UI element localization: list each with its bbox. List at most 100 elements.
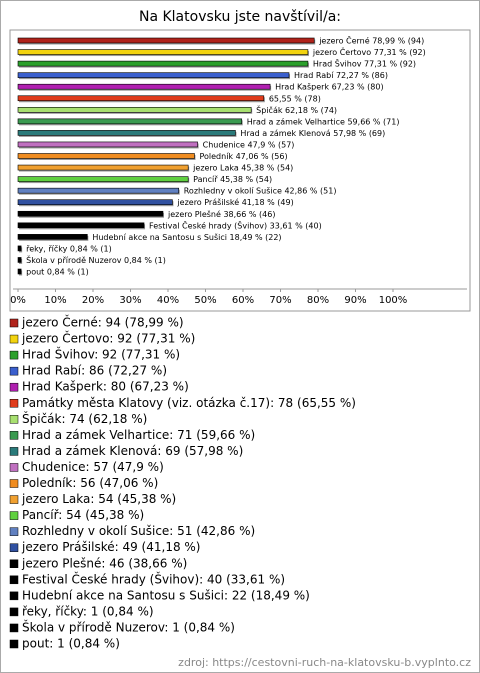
bar (17, 234, 88, 240)
plot-frame (9, 29, 471, 312)
bar-label: jezero Černé 78,99 % (94) (318, 35, 424, 46)
bar (17, 37, 315, 44)
x-tick-label: 100% (379, 295, 408, 306)
legend-label: Hrad Rabí: 86 (72,27 %) (22, 364, 167, 378)
source: zdroj: https://cestovni-ruch-na-klatovsk… (178, 656, 471, 669)
bar-label: jezero Plešné 38,66 % (46) (167, 209, 276, 219)
bar (17, 118, 243, 125)
bar (17, 49, 309, 55)
bar (17, 130, 236, 136)
legend-label: Škola v přírodě Nuzerov: 1 (0,84 %) (22, 619, 235, 634)
chart-title: Na Klatovsku jste navštívil/a: (139, 9, 341, 25)
bar (17, 199, 173, 205)
legend-label: jezero Plešné: 46 (38,66 %) (21, 556, 187, 570)
legend-swatch (9, 511, 19, 520)
bar-label: Chudenice 47,9 % (57) (203, 140, 295, 149)
legend-swatch (9, 366, 19, 376)
x-tick-label: 70% (269, 295, 291, 306)
legend-swatch (9, 607, 19, 617)
legend-swatch (9, 591, 19, 601)
bar-label: Špičák 62,18 % (74) (256, 104, 337, 115)
x-tick-label: 30% (119, 295, 141, 306)
x-tick-label: 90% (344, 295, 366, 306)
bar-label: jezero Laka 45,38 % (54) (192, 164, 293, 173)
x-tick-label: 40% (157, 295, 179, 306)
legend-swatch (9, 431, 19, 440)
legend-swatch (9, 623, 19, 633)
legend-label: Chudenice: 57 (47,9 %) (22, 460, 164, 474)
bar (17, 60, 309, 67)
bar (17, 83, 271, 90)
legend-swatch (9, 350, 19, 360)
bar-label: řeky, říčky 0,84 % (1) (26, 243, 112, 253)
legend-label: jezero Laka: 54 (45,38 %) (21, 492, 176, 506)
bar-label: jezero Prášilské 41,18 % (49) (176, 197, 293, 207)
legend-label: jezero Prášilské: 49 (41,18 %) (21, 540, 201, 554)
bar-label: Hrad a zámek Velhartice 59,66 % (71) (247, 117, 400, 126)
legend-label: Hrad a zámek Velhartice: 71 (59,66 %) (22, 428, 255, 442)
bar-label: Pancíř 45,38 % (54) (193, 175, 272, 184)
legend-label: řeky, říčky: 1 (0,84 %) (22, 604, 154, 618)
legend-swatch (9, 495, 19, 504)
bar-label: Poledník 47,06 % (56) (199, 152, 287, 161)
bar-label: Hrad Rabí 72,27 % (86) (294, 71, 388, 80)
bar-label: jezero Čertovo 77,31 % (92) (312, 46, 426, 57)
legend-label: Hrad Kašperk: 80 (67,23 %) (22, 380, 189, 394)
legend-label: Festival České hrady (Švihov): 40 (33,61… (22, 571, 285, 586)
legend-label: pout: 1 (0,84 %) (22, 637, 120, 651)
x-tick-label: 80% (307, 295, 329, 306)
legend-swatch (9, 447, 19, 456)
legend-label: jezero Černé: 94 (78,99 %) (21, 315, 184, 330)
bar (17, 153, 195, 159)
bar (17, 72, 290, 78)
legend-label: jezero Čertovo: 92 (77,31 %) (21, 331, 195, 346)
legend-swatch (9, 334, 19, 344)
bar-label: pout 0,84 % (1) (26, 268, 89, 277)
legend-swatch (9, 399, 19, 408)
bar (17, 210, 164, 217)
legend-swatch (9, 559, 19, 568)
legend-swatch (9, 575, 19, 585)
bar (17, 245, 22, 252)
legend-swatch (9, 543, 19, 552)
legend-swatch (9, 318, 19, 328)
bar-label: Rozhledny v okolí Sušice 42,86 % (51) (184, 186, 337, 196)
bar-label: Festival České hrady (Švihov) 33,61 % (4… (149, 219, 322, 230)
legend-swatch (9, 463, 19, 472)
legend-label: Hrad Švihov: 92 (77,31 %) (22, 347, 180, 362)
legend-label: Rozhledny v okolí Sušice: 51 (42,86 %) (22, 524, 255, 538)
legend-label: Památky města Klatovy (viz. otázka č.17)… (22, 396, 356, 410)
bar-label: Hrad Švihov 77,31 % (92) (313, 58, 416, 69)
bar-label: Škola v přírodě Nuzerov 0,84 % (1) (26, 254, 166, 265)
bar-label: Hrad Kašperk 67,23 % (80) (275, 82, 383, 92)
legend-label: Pancíř: 54 (45,38 %) (22, 508, 144, 522)
legend-label: Poledník: 56 (47,06 %) (22, 476, 158, 490)
legend-swatch (9, 479, 19, 488)
bar (17, 268, 22, 275)
x-tick-label: 20% (82, 295, 104, 306)
legend-label: Hrad a zámek Klenová: 69 (57,98 %) (22, 444, 243, 458)
bar (17, 222, 145, 229)
x-tick-label: 50% (194, 295, 216, 306)
bar (17, 95, 265, 102)
bar-label: Hudební akce na Santosu s Sušici 18,49 %… (92, 232, 281, 242)
bar-label: 65,55 % (78) (269, 94, 321, 103)
bar-label: Hrad a zámek Klenová 57,98 % (69) (240, 129, 385, 138)
legend-label: Hudební akce na Santosu s Sušici: 22 (18… (22, 588, 310, 602)
legend-swatch (9, 382, 19, 392)
legend-swatch (9, 527, 19, 536)
bar (17, 164, 189, 171)
bar (17, 107, 252, 113)
bar (17, 257, 22, 263)
legend-label: Špičák: 74 (62,18 %) (22, 411, 147, 426)
legend-swatch (9, 415, 19, 424)
x-tick-label: 10% (44, 295, 66, 306)
bar (17, 187, 180, 194)
x-tick-label: 0% (10, 295, 26, 306)
bar (17, 176, 189, 182)
bar (17, 141, 198, 148)
legend-swatch (9, 639, 19, 649)
x-tick-label: 60% (232, 295, 254, 306)
